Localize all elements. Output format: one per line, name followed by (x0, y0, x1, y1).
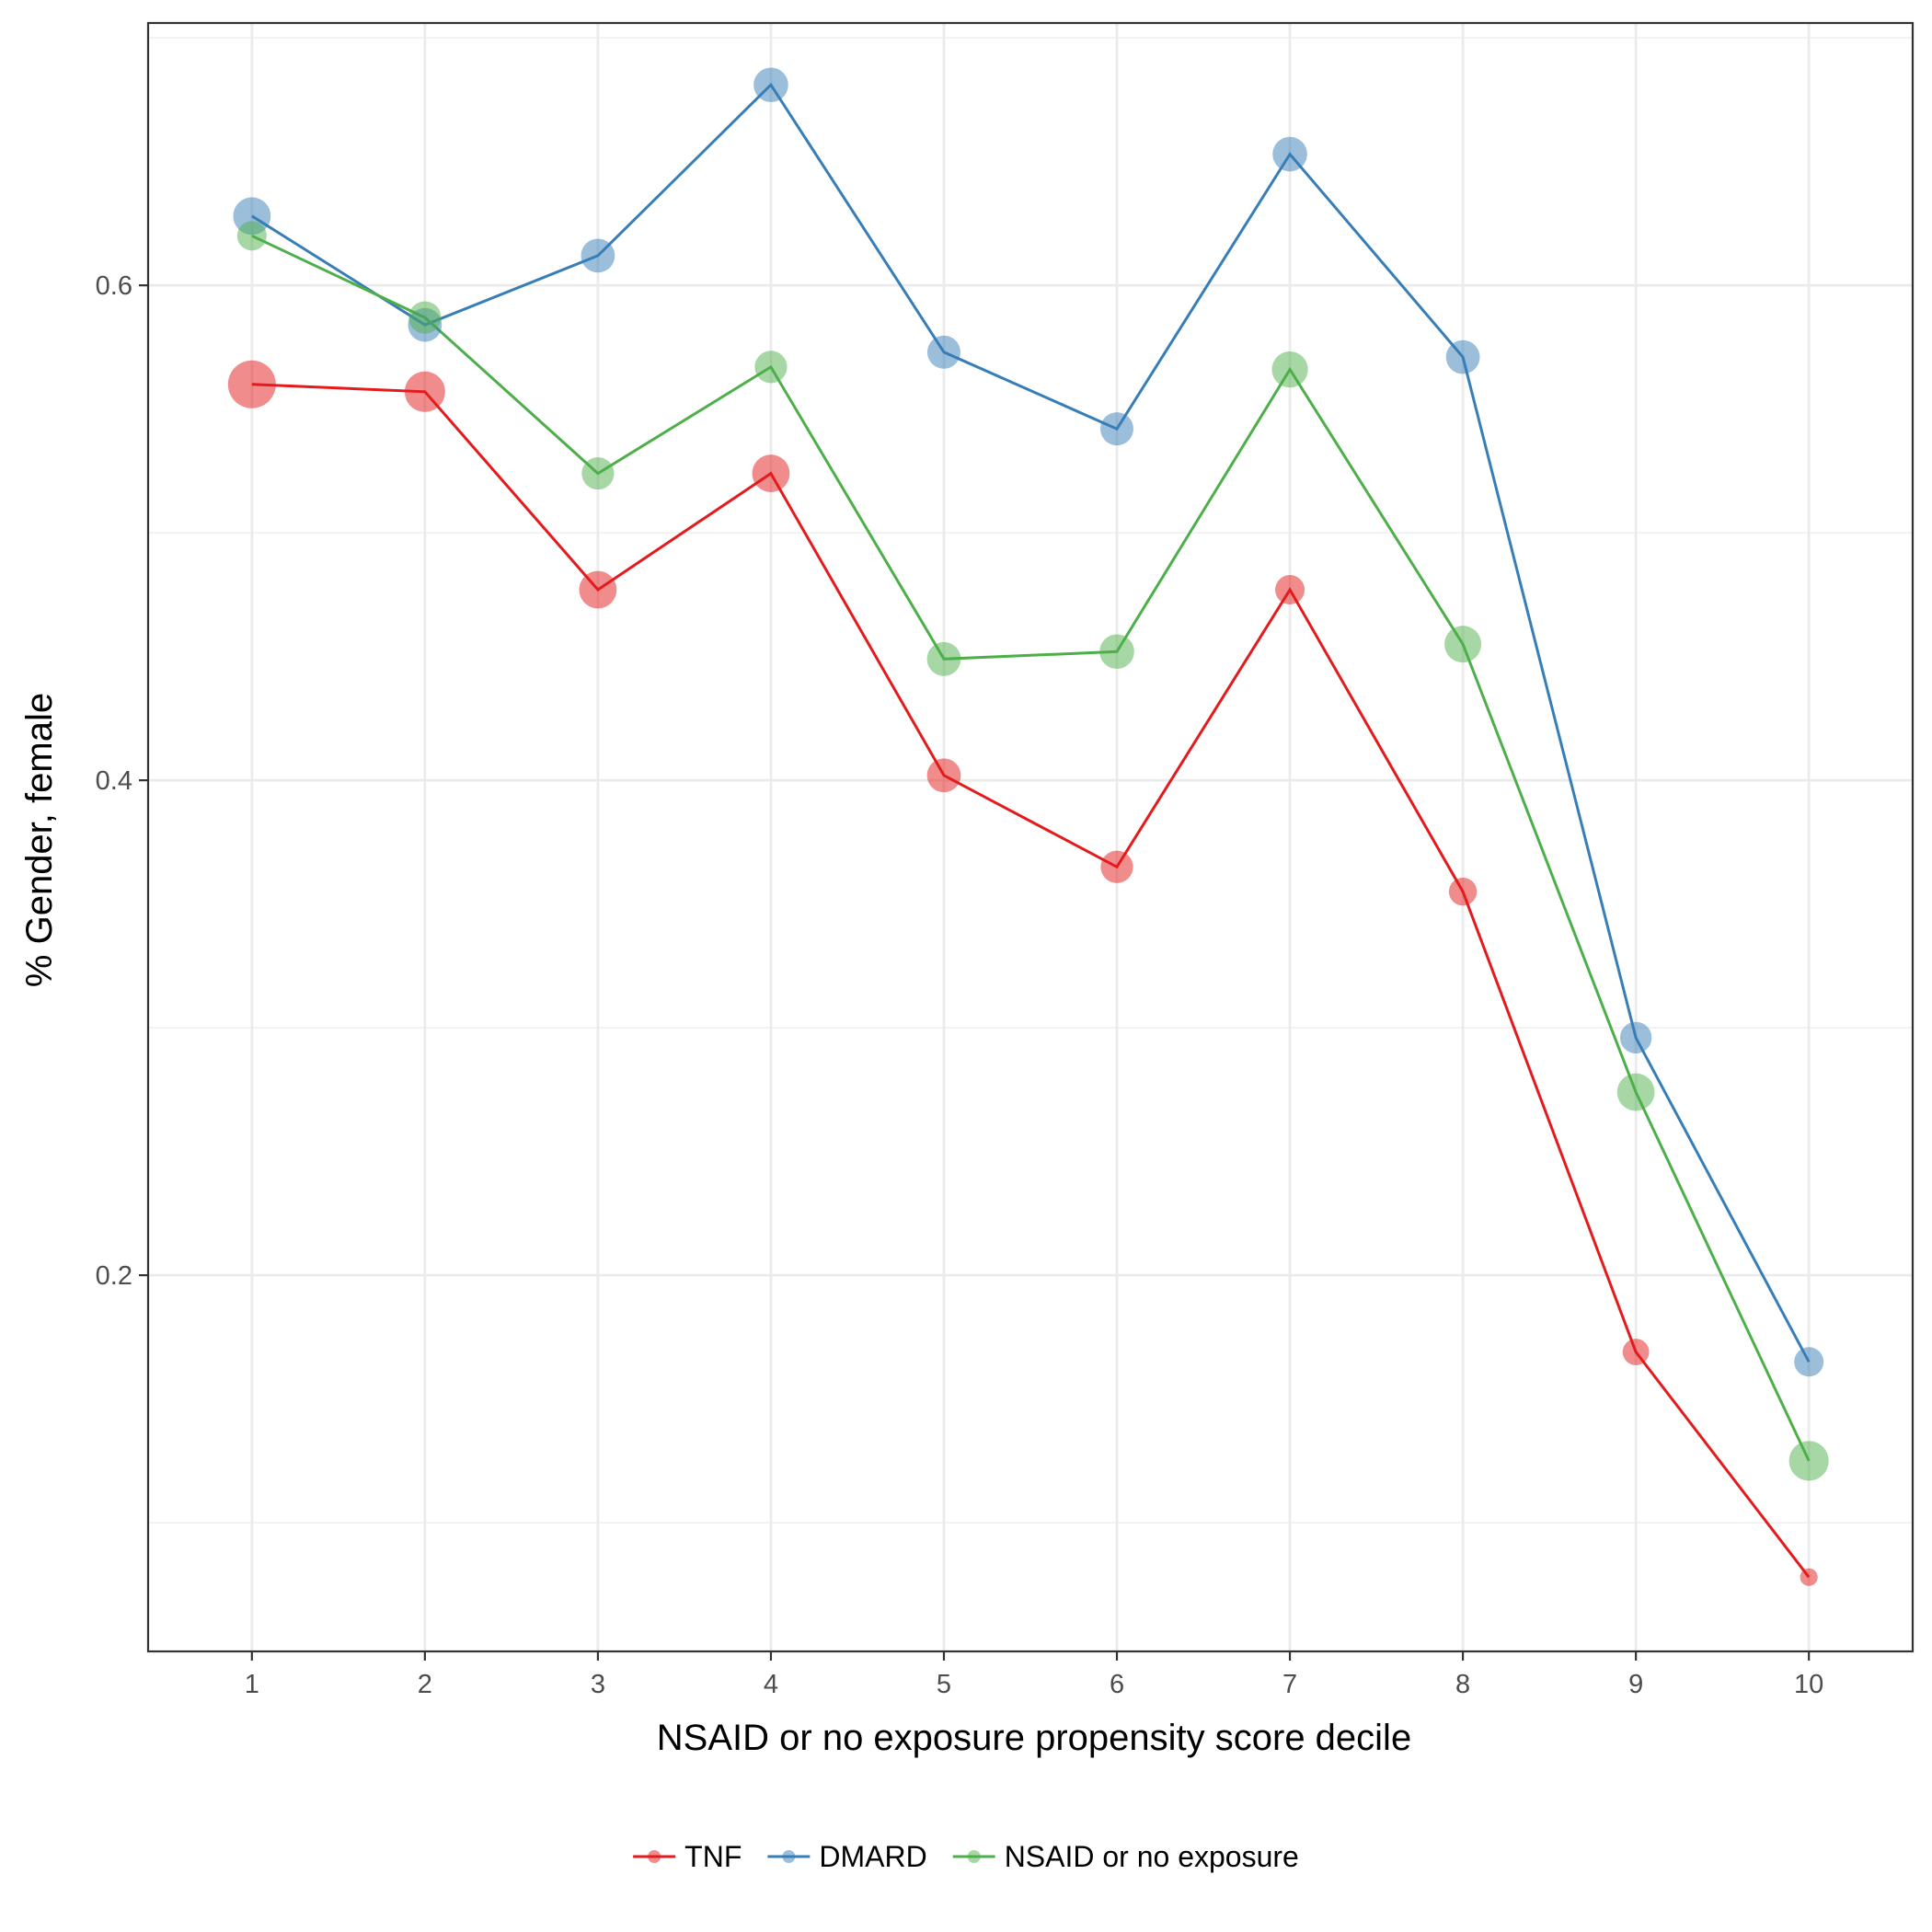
data-point-nsaid-or-no-exposure (1099, 634, 1134, 670)
series-line-dmard (251, 82, 1811, 1363)
data-point-nsaid-or-no-exposure (408, 301, 442, 334)
legend-label: TNF (684, 1840, 742, 1873)
data-point-tnf (1275, 575, 1305, 605)
series-points (227, 67, 1829, 1586)
x-tick-label: 5 (937, 1670, 951, 1699)
data-point-tnf (1448, 877, 1478, 906)
legend-key-point (967, 1850, 981, 1863)
data-point-dmard (1445, 339, 1480, 374)
x-tick-label: 4 (764, 1670, 778, 1699)
x-tick-label: 6 (1110, 1670, 1124, 1699)
x-tick-label: 10 (1794, 1670, 1823, 1699)
data-point-nsaid-or-no-exposure (1616, 1073, 1655, 1111)
data-point-nsaid-or-no-exposure (1444, 626, 1482, 663)
grid-minor (148, 37, 1913, 1524)
legend-label: NSAID or no exposure (1005, 1840, 1299, 1873)
series-line-nsaid-or-no-exposure (251, 234, 1811, 1462)
plot-frame (146, 21, 1915, 1653)
grid-major (148, 23, 1913, 1651)
x-axis-title: NSAID or no exposure propensity score de… (657, 1718, 1411, 1758)
data-point-nsaid-or-no-exposure (1788, 1441, 1829, 1481)
data-point-dmard (1100, 412, 1134, 446)
data-point-tnf (1622, 1339, 1650, 1365)
legend-key-point (648, 1850, 661, 1863)
y-tick-label: 0.4 (96, 766, 132, 796)
series-lines (251, 82, 1811, 1579)
data-point-tnf (227, 360, 276, 408)
data-point-tnf (404, 371, 445, 412)
data-point-dmard (581, 238, 615, 273)
series-line-tnf (251, 383, 1811, 1579)
x-tick-label: 7 (1282, 1670, 1297, 1699)
x-tick-label: 2 (418, 1670, 432, 1699)
y-axis-title: % Gender, female (19, 693, 60, 987)
x-tick-label: 1 (245, 1670, 259, 1699)
data-point-nsaid-or-no-exposure (754, 351, 788, 384)
x-axis: 1 2 3 4 5 6 7 8 9 10 (245, 1651, 1823, 1699)
legend-item-nsaid-or-no-exposure: NSAID or no exposure (952, 1840, 1299, 1873)
data-point-tnf (752, 454, 790, 492)
y-tick-label: 0.6 (96, 271, 132, 301)
data-point-tnf (579, 570, 617, 609)
x-tick-label: 3 (591, 1670, 605, 1699)
data-point-nsaid-or-no-exposure (1271, 351, 1308, 388)
data-point-tnf (1800, 1568, 1818, 1586)
data-point-nsaid-or-no-exposure (926, 641, 961, 676)
data-point-tnf (926, 758, 961, 793)
legend-key-point (782, 1850, 796, 1863)
data-point-dmard (1272, 136, 1307, 172)
legend-item-dmard: DMARD (767, 1840, 927, 1873)
y-tick-label: 0.2 (96, 1261, 132, 1291)
legend-item-tnf: TNF (633, 1840, 742, 1873)
data-point-dmard (1794, 1347, 1824, 1377)
y-axis: 0.2 0.4 0.6 (96, 271, 148, 1291)
data-point-tnf (1100, 850, 1133, 883)
data-point-nsaid-or-no-exposure (581, 456, 615, 490)
x-tick-label: 9 (1628, 1670, 1643, 1699)
x-tick-label: 8 (1455, 1670, 1470, 1699)
data-point-dmard (753, 67, 788, 103)
data-point-nsaid-or-no-exposure (236, 221, 267, 251)
data-point-dmard (1619, 1021, 1652, 1054)
legend-label: DMARD (819, 1840, 926, 1873)
data-point-dmard (926, 335, 960, 369)
legend: TNF DMARD NSAID or no exposure (633, 1840, 1299, 1873)
